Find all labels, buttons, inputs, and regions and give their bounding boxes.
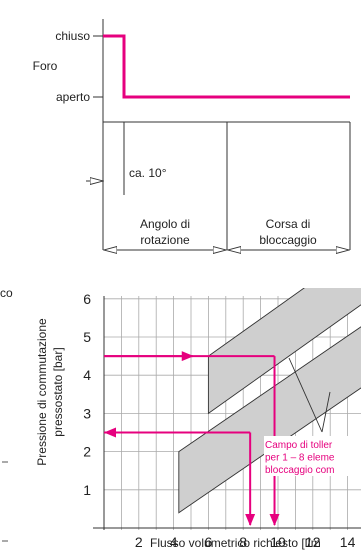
label-angle: ca. 10°: [129, 166, 167, 180]
x-tick-label: 14: [340, 534, 356, 550]
tolerance-note-box: [264, 436, 361, 476]
y-tick-label: 4: [83, 367, 91, 383]
x-axis-title: Flusso volumetrico richiesto [l/m: [150, 536, 321, 550]
x-tick-label: 2: [135, 534, 143, 550]
x-tick-label: 4: [170, 534, 178, 550]
label-bore: Foro: [33, 59, 58, 73]
left-edge-fragment: co: [0, 286, 13, 300]
label-rotation-line1: Angolo di: [140, 217, 190, 231]
label-locking-line1: Corsa di: [266, 217, 311, 231]
tolerance-note-line: per 1 – 8 eleme: [265, 453, 335, 464]
y-axis-title-line2: pressostato [bar]: [51, 347, 65, 436]
label-closed: chiuso: [55, 29, 90, 43]
tolerance-callout-line: [288, 357, 323, 433]
tolerance-callout-line: [321, 391, 331, 433]
x-tick-label: 6: [205, 534, 213, 550]
y-tick-label: 6: [83, 291, 91, 307]
tolerance-note-line: bloccaggio com: [265, 465, 334, 476]
tolerance-band-lower: [178, 326, 361, 514]
label-locking-line2: bloccaggio: [259, 233, 317, 247]
x-tick-label: 8: [239, 534, 247, 550]
pressure-flow-chart: co Pressione di commutazione pressostato…: [0, 286, 361, 550]
label-rotation-line2: rotazione: [140, 233, 190, 247]
tolerance-note-line: Campo di toller: [265, 440, 333, 451]
tolerance-band-upper: [207, 288, 361, 415]
valve-state-trace: [103, 34, 350, 99]
label-open: aperto: [56, 90, 90, 104]
y-tick-label: 3: [83, 405, 91, 421]
x-tick-label: 10: [270, 534, 286, 550]
y-tick-label: 5: [83, 329, 91, 345]
valve-position-diagram: chiuso Foro aperto ca. 10° Angolo di rot…: [33, 19, 351, 250]
y-tick-label: 2: [83, 444, 91, 460]
y-tick-label: 1: [83, 482, 91, 498]
y-axis-title-line1: Pressione di commutazione: [35, 318, 49, 466]
x-tick-label: 12: [305, 534, 321, 550]
